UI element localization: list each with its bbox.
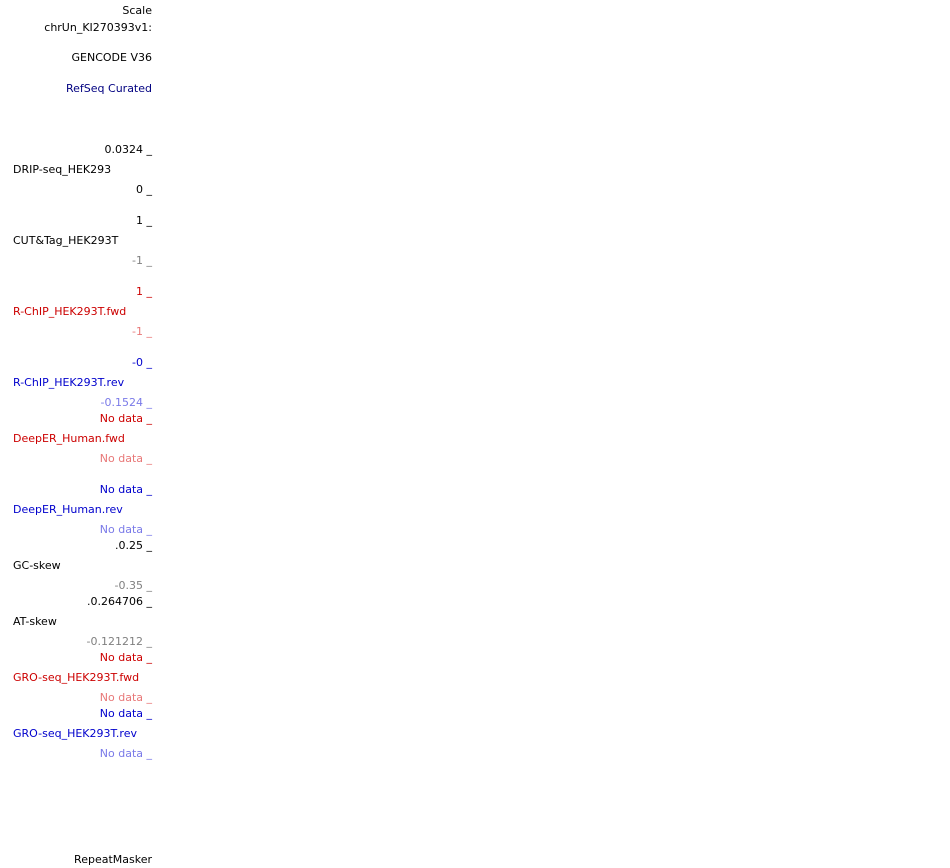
r-chip-rev-min-value: -0.1524 _ [100, 396, 152, 409]
deeper-rev-min-value: No data _ [99, 523, 152, 536]
r-chip-rev-track-label[interactable]: R-ChIP_HEK293T.rev [13, 376, 125, 389]
r-chip-fwd-max-value: 1 _ [136, 285, 152, 298]
chromosome-label: chrUn_KI270393v1: [44, 21, 152, 34]
gc-skew-track-label[interactable]: GC-skew [13, 559, 61, 572]
gc-skew-max-value: .0.25 _ [115, 539, 152, 552]
r-chip-rev-max-value: -0 _ [132, 356, 152, 369]
deeper-fwd-track-label[interactable]: DeepER_Human.fwd [13, 432, 125, 445]
gro-seq-fwd-track-label[interactable]: GRO-seq_HEK293T.fwd [13, 671, 140, 684]
at-skew-track-label[interactable]: AT-skew [13, 615, 57, 628]
r-chip-fwd-track-label[interactable]: R-ChIP_HEK293T.fwd [13, 305, 127, 318]
deeper-rev-track-label[interactable]: DeepER_Human.rev [13, 503, 123, 516]
cut-tag-max-value: 1 _ [136, 214, 152, 227]
scale-label: Scale [122, 4, 152, 17]
deeper-rev-max-value: No data _ [99, 483, 152, 496]
drip-seq-min-value: 0 _ [136, 183, 152, 196]
gencode-track-label[interactable]: GENCODE V36 [71, 51, 152, 64]
repeatmasker-track-label[interactable]: RepeatMasker [74, 853, 152, 866]
at-skew-min-value: -0.121212 _ [86, 635, 152, 648]
cut-tag-track-label[interactable]: CUT&Tag_HEK293T [13, 234, 119, 247]
at-skew-max-value: .0.264706 _ [87, 595, 152, 608]
deeper-fwd-max-value: No data _ [99, 412, 152, 425]
refseq-track-label[interactable]: RefSeq Curated [66, 82, 152, 95]
gro-seq-rev-min-value: No data _ [99, 747, 152, 760]
drip-seq-max-value: 0.0324 _ [104, 143, 153, 156]
deeper-fwd-min-value: No data _ [99, 452, 152, 465]
gro-seq-fwd-min-value: No data _ [99, 691, 152, 704]
cut-tag-min-value: -1 _ [132, 254, 152, 267]
gro-seq-rev-max-value: No data _ [99, 707, 152, 720]
drip-seq-track-label[interactable]: DRIP-seq_HEK293 [13, 163, 112, 176]
gro-seq-fwd-max-value: No data _ [99, 651, 152, 664]
r-chip-fwd-min-value: -1 _ [132, 325, 152, 338]
gc-skew-min-value: -0.35 _ [114, 579, 152, 592]
gro-seq-rev-track-label[interactable]: GRO-seq_HEK293T.rev [13, 727, 137, 740]
